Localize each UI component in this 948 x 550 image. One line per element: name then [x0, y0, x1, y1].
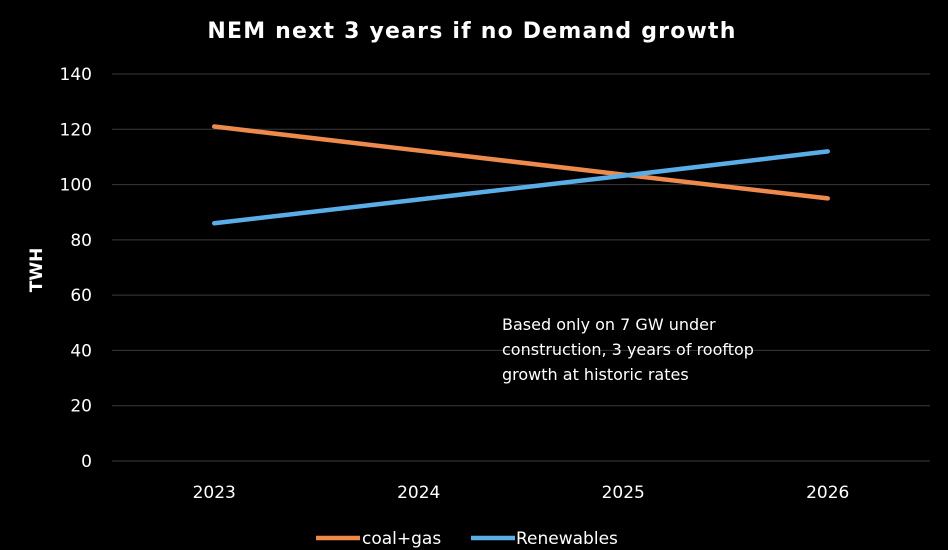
- series-line-coal-gas: [212, 124, 830, 201]
- annotation-line-2: construction, 3 years of rooftop: [502, 340, 754, 359]
- y-tick-label: 0: [81, 452, 92, 472]
- x-tick-label: 2024: [397, 483, 440, 503]
- x-axis-ticks: 2023 2024 2025 2026: [193, 483, 850, 503]
- chart-title: NEM next 3 years if no Demand growth: [207, 19, 736, 44]
- x-tick-label: 2026: [806, 483, 849, 503]
- y-axis-ticks: 0 20 40 60 80 100 120 140: [60, 65, 92, 472]
- annotation: Based only on 7 GW under construction, 3…: [502, 315, 754, 384]
- y-tick-label: 80: [70, 231, 92, 251]
- x-tick-label: 2025: [602, 483, 645, 503]
- annotation-line-3: growth at historic rates: [502, 365, 689, 384]
- legend-label-coal-gas: coal+gas: [362, 529, 441, 549]
- y-axis-label: TWH: [27, 248, 47, 293]
- y-tick-label: 140: [60, 65, 92, 85]
- y-tick-label: 60: [70, 286, 92, 306]
- series-line-renewables: [212, 149, 830, 226]
- x-tick-label: 2023: [193, 483, 236, 503]
- y-tick-label: 100: [60, 176, 92, 196]
- annotation-line-1: Based only on 7 GW under: [502, 315, 716, 334]
- series-lines: [212, 124, 830, 226]
- legend: coal+gas Renewables: [316, 529, 618, 549]
- y-tick-label: 120: [60, 120, 92, 140]
- y-tick-label: 40: [70, 341, 92, 361]
- y-tick-label: 20: [70, 397, 92, 417]
- legend-label-renewables: Renewables: [516, 529, 618, 549]
